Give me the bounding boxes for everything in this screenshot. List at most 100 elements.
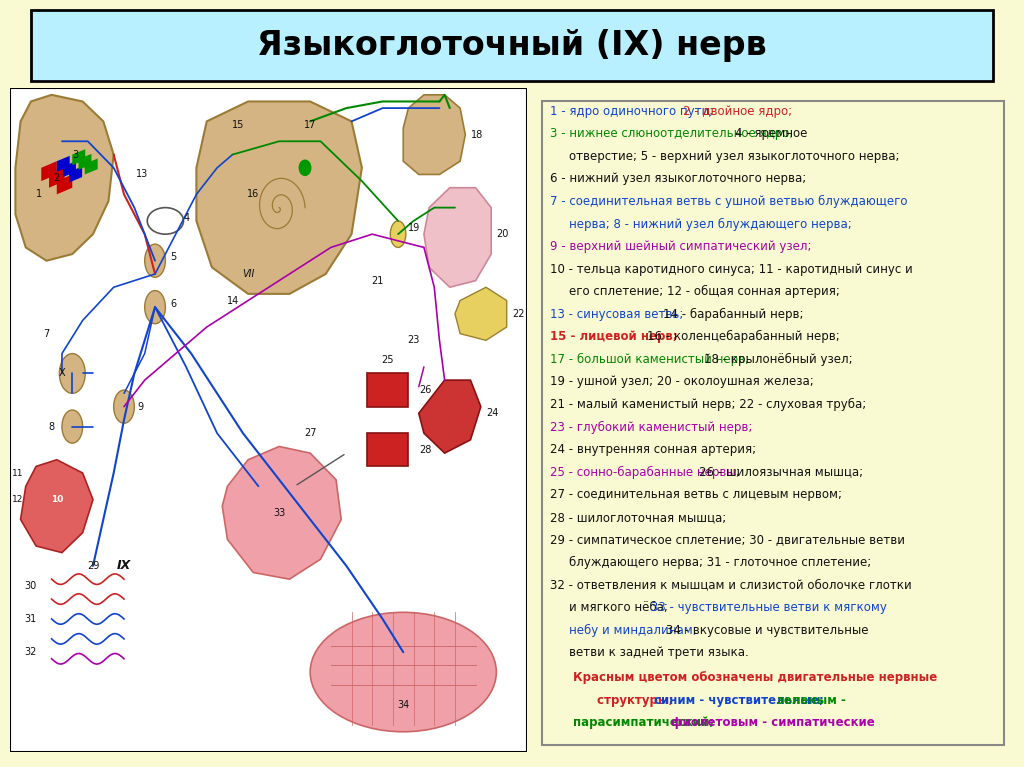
Text: 23 - глубокий каменистый нерв;: 23 - глубокий каменистый нерв; [550, 420, 752, 433]
Polygon shape [424, 188, 492, 287]
Polygon shape [419, 380, 481, 453]
Text: и мягкого нёба;: и мягкого нёба; [568, 601, 671, 614]
Text: Языкоглоточный (IX) нерв: Языкоглоточный (IX) нерв [257, 28, 767, 62]
Text: отверстие; 5 - верхний узел языкоглоточного нерва;: отверстие; 5 - верхний узел языкоглоточн… [568, 150, 899, 163]
Text: 19 - ушной узел; 20 - околоушная железа;: 19 - ушной узел; 20 - околоушная железа; [550, 376, 813, 388]
Text: фиолетовым - симпатические: фиолетовым - симпатические [671, 716, 874, 729]
Text: 14: 14 [226, 295, 239, 305]
Text: 10 - тельца каротидного синуса; 11 - каротидный синус и: 10 - тельца каротидного синуса; 11 - кар… [550, 262, 912, 275]
Text: 28: 28 [419, 445, 431, 455]
Text: 32: 32 [25, 647, 37, 657]
Text: 32 - ответвления к мышцам и слизистой оболочке глотки: 32 - ответвления к мышцам и слизистой об… [550, 578, 911, 591]
Text: 5: 5 [171, 252, 177, 262]
Text: 30: 30 [25, 581, 37, 591]
Polygon shape [70, 166, 82, 183]
Text: 18: 18 [470, 130, 482, 140]
Text: 1: 1 [36, 189, 42, 199]
Text: 25: 25 [382, 355, 394, 365]
Text: 21: 21 [372, 275, 384, 285]
Text: 25 - сонно-барабанные нервы;: 25 - сонно-барабанные нервы; [550, 466, 743, 479]
Text: 3: 3 [72, 150, 78, 160]
Text: синим - чувствительные;: синим - чувствительные; [653, 693, 827, 706]
Text: зеленым -: зеленым - [777, 693, 846, 706]
Text: 13: 13 [136, 170, 148, 179]
Text: 27: 27 [304, 428, 316, 438]
Polygon shape [73, 150, 85, 165]
Text: 2: 2 [53, 173, 60, 183]
Text: 15: 15 [231, 120, 244, 130]
Polygon shape [56, 174, 73, 194]
Text: 22: 22 [512, 309, 524, 319]
Text: блуждающего нерва; 31 - глоточное сплетение;: блуждающего нерва; 31 - глоточное сплете… [568, 556, 870, 569]
Ellipse shape [59, 354, 85, 393]
Text: 7: 7 [43, 329, 49, 339]
Text: 4: 4 [183, 212, 189, 222]
Polygon shape [222, 446, 341, 579]
Text: его сплетение; 12 - общая сонная артерия;: его сплетение; 12 - общая сонная артерия… [568, 285, 840, 298]
Text: 14 - барабанный нерв;: 14 - барабанный нерв; [663, 308, 803, 321]
Text: 9: 9 [137, 402, 143, 412]
Polygon shape [20, 459, 93, 552]
Text: 11: 11 [12, 469, 24, 478]
Ellipse shape [144, 244, 166, 278]
Polygon shape [49, 168, 65, 188]
Text: 29 - симпатическое сплетение; 30 - двигательные ветви: 29 - симпатическое сплетение; 30 - двига… [550, 533, 904, 546]
Text: 17 - большой каменистый нерв;: 17 - большой каменистый нерв; [550, 353, 753, 366]
Bar [367, 433, 409, 466]
Text: 12: 12 [12, 495, 24, 504]
FancyBboxPatch shape [543, 101, 1005, 745]
Text: 19: 19 [409, 222, 421, 232]
Polygon shape [56, 156, 70, 172]
Text: 34: 34 [397, 700, 410, 710]
Text: 4 - яремное: 4 - яремное [734, 127, 807, 140]
Polygon shape [15, 95, 114, 261]
Text: 33: 33 [273, 508, 286, 518]
Text: VII: VII [242, 269, 254, 279]
Text: 1 - ядро одиночного пути;: 1 - ядро одиночного пути; [550, 105, 717, 118]
Text: X: X [58, 368, 66, 378]
Text: 26: 26 [419, 385, 431, 395]
Text: 18 - крылонёбный узел;: 18 - крылонёбный узел; [703, 353, 852, 366]
Polygon shape [197, 101, 361, 294]
Polygon shape [403, 95, 465, 174]
Text: 6 - нижний узел языкоглоточного нерва;: 6 - нижний узел языкоглоточного нерва; [550, 173, 806, 186]
Text: 24: 24 [486, 408, 499, 418]
Text: 26 - шилоязычная мышца;: 26 - шилоязычная мышца; [698, 466, 863, 479]
Text: Красным цветом обозначены двигательные нервные: Красным цветом обозначены двигательные н… [573, 671, 938, 684]
Polygon shape [79, 154, 91, 170]
FancyBboxPatch shape [31, 10, 993, 81]
Text: 13 - синусовая ветвь;: 13 - синусовая ветвь; [550, 308, 687, 321]
Text: 7 - соединительная ветвь с ушной ветвью блуждающего: 7 - соединительная ветвь с ушной ветвью … [550, 195, 907, 208]
Text: 21 - малый каменистый нерв; 22 - слуховая труба;: 21 - малый каменистый нерв; 22 - слухова… [550, 398, 865, 411]
Bar [367, 374, 409, 407]
Text: 34 - вкусовые и чувствительные: 34 - вкусовые и чувствительные [667, 624, 868, 637]
Text: структуры;: структуры; [597, 693, 678, 706]
Ellipse shape [390, 221, 406, 248]
Text: нерва; 8 - нижний узел блуждающего нерва;: нерва; 8 - нижний узел блуждающего нерва… [568, 218, 851, 231]
Text: 29: 29 [87, 561, 99, 571]
Ellipse shape [310, 612, 497, 732]
Text: 17: 17 [304, 120, 316, 130]
Text: 16 - коленцебарабанный нерв;: 16 - коленцебарабанный нерв; [647, 331, 840, 344]
Text: 27 - соединительная ветвь с лицевым нервом;: 27 - соединительная ветвь с лицевым нерв… [550, 489, 842, 502]
Text: 6: 6 [171, 299, 177, 309]
Text: 24 - внутренняя сонная артерия;: 24 - внутренняя сонная артерия; [550, 443, 756, 456]
Text: 28 - шилоглоточная мышца;: 28 - шилоглоточная мышца; [550, 511, 726, 524]
Polygon shape [85, 159, 97, 174]
Polygon shape [63, 161, 76, 177]
Ellipse shape [144, 291, 166, 324]
Text: 2 - двойное ядро;: 2 - двойное ядро; [683, 105, 793, 118]
Text: 20: 20 [497, 229, 509, 239]
Text: 3 - нижнее слюноотделительное ядро;: 3 - нижнее слюноотделительное ядро; [550, 127, 797, 140]
Text: 16: 16 [247, 189, 259, 199]
Polygon shape [41, 161, 56, 181]
Text: 31: 31 [25, 614, 37, 624]
Text: IX: IX [117, 559, 131, 572]
Text: 15 - лицевой нерв;: 15 - лицевой нерв; [550, 331, 681, 344]
Text: 9 - верхний шейный симпатический узел;: 9 - верхний шейный симпатический узел; [550, 240, 811, 253]
Ellipse shape [61, 410, 83, 443]
Polygon shape [455, 287, 507, 341]
Ellipse shape [114, 390, 134, 423]
Text: 10: 10 [50, 495, 62, 504]
Text: ветви к задней трети языка.: ветви к задней трети языка. [568, 646, 749, 659]
